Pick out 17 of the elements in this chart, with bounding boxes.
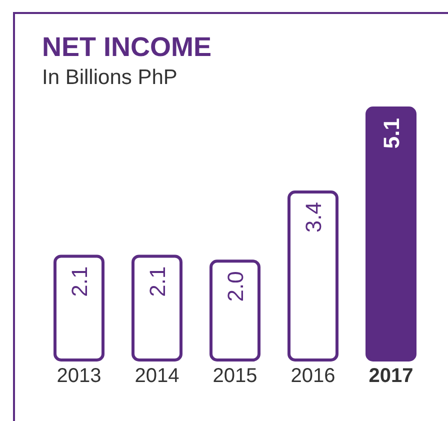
bar (132, 254, 182, 362)
data-label: 3.4 (301, 202, 326, 233)
x-tick-label: 2013 (56, 365, 102, 387)
x-tick-label: 2015 (212, 365, 258, 387)
chart-title: NET INCOME (42, 32, 212, 63)
bar (210, 260, 260, 362)
data-label: 2.1 (145, 266, 170, 297)
data-label: 5.1 (379, 118, 404, 149)
bar (54, 254, 104, 362)
x-tick-label: 2014 (134, 365, 180, 387)
bar (288, 190, 338, 362)
bar (366, 106, 416, 362)
x-tick-label: 2017 (368, 365, 414, 387)
data-label: 2.0 (223, 271, 248, 302)
chart-subtitle: In Billions PhP (42, 66, 178, 90)
x-tick-label: 2016 (290, 365, 336, 387)
data-label: 2.1 (67, 266, 92, 297)
